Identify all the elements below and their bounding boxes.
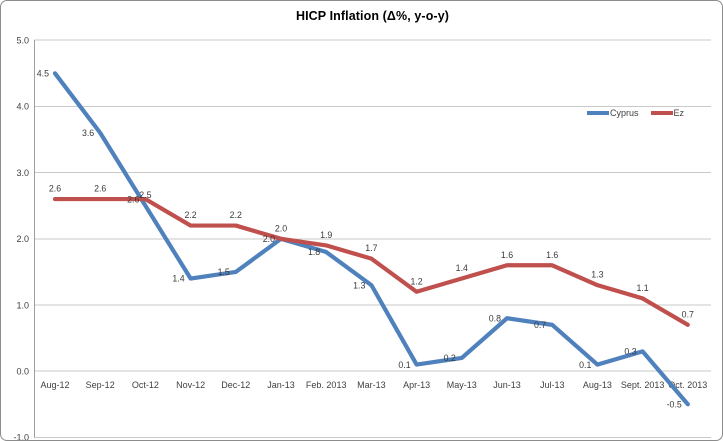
data-label-cyprus: 0.2 (444, 353, 456, 363)
data-label-cyprus: 1.4 (172, 274, 184, 284)
data-label-cyprus: 0.1 (579, 360, 591, 370)
y-axis-label: 1.0 (16, 300, 29, 310)
data-label-ez: 2.2 (184, 210, 196, 220)
x-axis-label: Feb. 2013 (306, 380, 347, 390)
legend-label-ez: Ez (673, 108, 685, 118)
y-axis-label: 3.0 (16, 168, 29, 178)
data-label-ez: 2.2 (230, 210, 242, 220)
legend-label-cyprus: Cyprus (610, 108, 639, 118)
data-label-cyprus: 1.8 (308, 247, 320, 257)
y-axis-label: 5.0 (16, 36, 29, 46)
data-label-ez: 1.9 (320, 230, 332, 240)
data-label-ez: 1.6 (546, 250, 558, 260)
data-label-cyprus: 0.3 (624, 347, 636, 357)
legend-item-cyprus: Cyprus (587, 108, 639, 118)
ez-line-swatch-icon (650, 111, 673, 115)
x-axis-label: Oct. 2013 (668, 380, 707, 390)
data-label-ez: 1.1 (636, 283, 648, 293)
x-axis-label: Aug-13 (583, 380, 612, 390)
x-axis-label: Dec-12 (221, 380, 250, 390)
cyprus-line-swatch-icon (587, 111, 609, 115)
y-axis-label: 2.0 (16, 234, 29, 244)
x-axis-label: Jul-13 (540, 380, 565, 390)
chart-title: HICP Inflation (Δ%, y-o-y) (295, 9, 450, 23)
x-axis-label: May-13 (447, 380, 477, 390)
data-label-cyprus: 2.5 (139, 190, 151, 200)
data-label-cyprus: 2.0 (263, 234, 275, 244)
y-axis-label: -1.0 (13, 433, 29, 441)
x-axis-label: Sept. 2013 (621, 380, 665, 390)
y-axis-label: 0.0 (16, 367, 29, 377)
data-label-ez: 1.4 (456, 263, 468, 273)
x-axis-label: Oct-12 (132, 380, 159, 390)
series-line-cyprus (52, 71, 690, 407)
data-label-cyprus: 0.1 (398, 360, 410, 370)
x-axis-label: Aug-12 (40, 380, 69, 390)
data-label-ez: 1.6 (501, 250, 513, 260)
data-label-ez: 0.7 (682, 309, 694, 319)
data-label-ez: 2.0 (275, 223, 287, 233)
x-axis-label: Apr-13 (403, 380, 430, 390)
x-axis-label: Jun-13 (493, 380, 521, 390)
data-label-ez: 1.7 (365, 243, 377, 253)
data-label-cyprus: 0.7 (534, 320, 546, 330)
chart-legend: Cyprus Ez (587, 108, 684, 118)
x-axis-label: Jan-13 (267, 380, 295, 390)
data-label-cyprus: -0.5 (667, 400, 682, 410)
data-label-ez: 2.6 (94, 184, 106, 194)
data-label-ez: 1.2 (410, 276, 422, 286)
data-label-cyprus: 1.3 (353, 280, 365, 290)
legend-item-ez: Ez (650, 108, 685, 118)
series-line-ez (52, 196, 690, 327)
data-label-cyprus: 0.8 (489, 313, 501, 323)
data-label-ez: 1.3 (591, 270, 603, 280)
x-axis-label: Nov-12 (176, 380, 205, 390)
data-label-cyprus: 1.5 (218, 267, 230, 277)
y-axis-label: 4.0 (16, 102, 29, 112)
x-axis-label: Sep-12 (86, 380, 115, 390)
data-label-cyprus: 3.6 (82, 128, 94, 138)
data-label-ez: 2.6 (49, 184, 61, 194)
data-label-cyprus: 4.5 (37, 69, 49, 79)
data-label-ez: 2.6 (127, 194, 139, 204)
x-axis-label: Mar-13 (357, 380, 386, 390)
